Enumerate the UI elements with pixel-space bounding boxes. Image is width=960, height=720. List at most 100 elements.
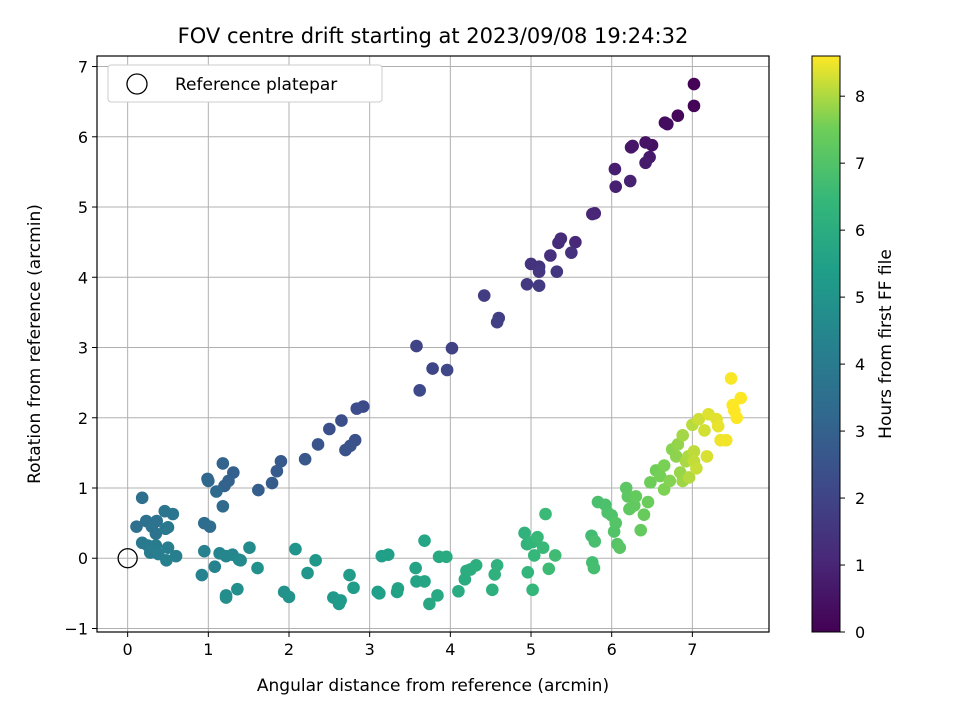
x-tick-label: 5 bbox=[526, 640, 536, 659]
x-axis-ticks: 0 1 2 3 4 5 6 7 bbox=[123, 632, 697, 659]
data-point bbox=[166, 507, 180, 521]
data-point bbox=[301, 566, 314, 580]
data-point bbox=[724, 372, 738, 385]
data-point bbox=[629, 490, 643, 503]
data-point bbox=[526, 583, 539, 597]
data-point bbox=[335, 414, 348, 427]
colorbar-ticks: 0 1 2 3 4 5 6 7 8 bbox=[840, 87, 865, 642]
data-point bbox=[690, 462, 703, 475]
data-point bbox=[159, 522, 172, 536]
data-point bbox=[309, 554, 322, 567]
data-point bbox=[588, 535, 602, 548]
data-point bbox=[609, 516, 623, 530]
data-point bbox=[698, 424, 711, 437]
data-point bbox=[149, 527, 163, 540]
colorbar-tick-label: 0 bbox=[855, 623, 865, 642]
data-point bbox=[130, 520, 143, 533]
data-point bbox=[531, 530, 544, 544]
y-axis-label: Rotation from reference (arcmin) bbox=[25, 204, 45, 484]
data-point bbox=[518, 526, 531, 540]
data-point bbox=[339, 443, 352, 457]
data-point bbox=[440, 363, 454, 377]
data-point bbox=[334, 594, 347, 607]
data-point bbox=[548, 549, 562, 562]
data-point bbox=[536, 541, 550, 555]
data-point bbox=[445, 341, 459, 355]
data-point bbox=[544, 249, 557, 262]
y-tick-label: 0 bbox=[78, 549, 88, 568]
data-point bbox=[289, 542, 302, 556]
data-point bbox=[135, 491, 149, 505]
data-point bbox=[711, 419, 725, 433]
data-point bbox=[734, 391, 748, 405]
data-point bbox=[270, 464, 284, 478]
data-point bbox=[550, 265, 564, 278]
data-point bbox=[195, 568, 209, 582]
data-point bbox=[469, 558, 483, 572]
y-axis-ticks: −1 0 1 2 3 4 5 6 7 bbox=[64, 58, 97, 638]
data-point bbox=[587, 561, 601, 575]
grid-lines bbox=[97, 56, 769, 632]
data-point bbox=[160, 554, 173, 567]
data-point bbox=[431, 589, 444, 602]
data-point bbox=[669, 450, 683, 463]
data-point bbox=[219, 591, 233, 604]
data-point bbox=[639, 156, 652, 170]
data-point bbox=[210, 485, 223, 498]
x-tick-label: 1 bbox=[203, 640, 213, 659]
x-tick-label: 6 bbox=[607, 640, 617, 659]
data-point bbox=[641, 495, 655, 509]
data-point bbox=[202, 474, 215, 488]
data-point bbox=[161, 541, 175, 555]
x-tick-label: 2 bbox=[284, 640, 294, 659]
data-point bbox=[657, 459, 671, 472]
data-point bbox=[552, 236, 565, 250]
reference-marker bbox=[117, 548, 138, 569]
data-point bbox=[409, 561, 422, 575]
data-point bbox=[609, 180, 623, 193]
data-point bbox=[676, 429, 689, 442]
data-point bbox=[663, 474, 677, 488]
colorbar-tick-label: 4 bbox=[855, 355, 865, 374]
data-point bbox=[639, 136, 652, 149]
legend: Reference platepar bbox=[107, 64, 383, 103]
data-point bbox=[197, 516, 211, 530]
data-point bbox=[671, 109, 685, 123]
data-point bbox=[687, 445, 701, 458]
colorbar-tick-label: 8 bbox=[855, 87, 865, 106]
data-point bbox=[274, 455, 288, 468]
data-point bbox=[252, 483, 265, 497]
y-tick-label: 1 bbox=[78, 479, 88, 498]
legend-label: Reference platepar bbox=[175, 75, 337, 95]
colorbar-tick-label: 6 bbox=[855, 221, 865, 240]
data-point bbox=[373, 587, 386, 600]
data-point bbox=[661, 117, 674, 131]
data-point bbox=[282, 590, 296, 604]
y-tick-label: 3 bbox=[78, 339, 88, 358]
data-point bbox=[477, 289, 491, 302]
data-point bbox=[700, 450, 714, 463]
x-tick-label: 7 bbox=[687, 640, 697, 659]
data-point bbox=[231, 582, 244, 596]
colorbar-gradient bbox=[811, 55, 841, 633]
y-tick-label: 6 bbox=[78, 128, 88, 147]
data-point bbox=[381, 548, 395, 562]
data-point bbox=[613, 541, 627, 555]
data-point bbox=[169, 549, 183, 563]
x-tick-label: 0 bbox=[123, 640, 133, 659]
colorbar: 0 1 2 3 4 5 6 7 8 Hours from first FF file bbox=[811, 55, 896, 642]
data-point bbox=[234, 554, 247, 567]
data-point bbox=[265, 476, 279, 490]
colorbar-tick-label: 5 bbox=[855, 288, 865, 307]
y-tick-label: 5 bbox=[78, 198, 88, 217]
x-tick-label: 3 bbox=[365, 640, 375, 659]
data-point bbox=[521, 565, 535, 579]
data-point bbox=[391, 582, 405, 595]
data-point bbox=[653, 469, 667, 483]
data-point bbox=[251, 561, 264, 575]
plot-frame bbox=[96, 55, 770, 633]
data-point bbox=[418, 534, 431, 547]
data-point bbox=[565, 246, 578, 259]
data-point bbox=[343, 568, 356, 582]
data-point bbox=[216, 457, 230, 470]
